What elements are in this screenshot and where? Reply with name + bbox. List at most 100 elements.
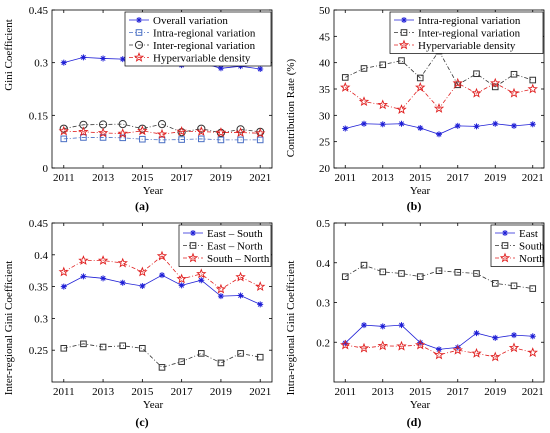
- panel-a-series-3-point: [196, 126, 207, 136]
- panel-b-series-0-point: [398, 120, 405, 127]
- panel-c-legend-entry: South – North: [207, 253, 270, 265]
- panel-a-series-0-point: [257, 65, 264, 72]
- panel-a-xtick-label: 2017: [171, 172, 194, 184]
- panel-c-series-2-point: [78, 255, 89, 265]
- panel-b-xtick-label: 2017: [447, 172, 470, 184]
- panel-b-legend-entry: Intra-regional variation: [418, 15, 521, 27]
- panel-d-series-1-point: [416, 273, 424, 280]
- panel-a-series-1-point: [158, 136, 166, 144]
- panel-a-series-2-line: [63, 123, 261, 134]
- panel-a-series-3-line: [63, 130, 261, 135]
- panel-c-series-2-point: [176, 273, 187, 284]
- panel-a-xlabel: Year: [143, 185, 164, 197]
- panel-c-series-0-point: [100, 275, 107, 282]
- panel-b-ytick-label: 50: [319, 5, 331, 17]
- panel-c-series-2-point: [235, 271, 246, 282]
- panel-a-series-3-point: [215, 127, 227, 137]
- panel-c-series-2-point: [255, 281, 266, 292]
- panel-d-series-1-line: [345, 264, 533, 289]
- panel-c-ytick-label: 0.3: [34, 313, 48, 325]
- panel-a-series-1-point: [60, 135, 68, 143]
- panel-c-series-0-line: [63, 274, 261, 305]
- panel-a-xtick-label: 2015: [131, 172, 154, 184]
- panel-a-series-1-point: [256, 136, 264, 144]
- panel-d-series-2-point: [471, 347, 482, 358]
- panel-b-series-1-point: [416, 74, 424, 82]
- panel-a-series-3-point: [117, 128, 128, 139]
- panel-d-series-2-line: [345, 344, 533, 358]
- panel-b-legend-marker: [400, 29, 408, 36]
- panel-d-series-1-point: [360, 261, 368, 269]
- panel-a-series-3-point: [97, 127, 109, 138]
- panel-b-series-0-point: [492, 120, 499, 127]
- panel-d-legend-entry: East: [519, 228, 538, 240]
- panel-d-series-0-point: [454, 344, 461, 351]
- panel-d-series-0-point: [511, 332, 517, 339]
- panel-a-legend-marker: [133, 52, 145, 62]
- panel-c-xtick-label: 2017: [171, 386, 194, 398]
- panel-d-series-0-point: [436, 346, 442, 353]
- panel-b-series-1-point: [398, 57, 405, 64]
- panel-c-series-1-point: [139, 344, 146, 352]
- panel-c-series-2-point: [215, 283, 227, 294]
- panel-b-series-2-point: [358, 96, 370, 107]
- panel-a-ytick-label: 0.3: [34, 58, 48, 70]
- panel-c-series-2-point: [58, 266, 69, 277]
- panel-c-legend-marker: [189, 242, 197, 249]
- panel-d-legend-entry: South: [519, 241, 545, 253]
- panel-b-series-0-point: [379, 121, 386, 128]
- panel-d-ytick-label: 0.4: [316, 258, 330, 270]
- panel-a-series-3-point: [58, 125, 69, 136]
- panel-b-series-1-point: [473, 70, 480, 78]
- panel-b-series-0-point: [529, 121, 536, 128]
- panel-d-series-0-point: [379, 323, 386, 330]
- panel-a-series-0-point: [100, 55, 107, 62]
- panel-d-ytick-label: 0.5: [316, 218, 330, 230]
- panel-d-series-1-point: [435, 267, 443, 274]
- panel-d-series-0-point: [398, 322, 405, 329]
- panel-a-xtick-label: 2011: [53, 172, 75, 184]
- panel-b-series-1-point: [510, 70, 518, 78]
- panel-c-series-2-point: [97, 255, 109, 265]
- panel-d-series-2-point: [396, 340, 407, 351]
- panel-b-ytick-label: 35: [319, 84, 331, 96]
- panel-c-series-1-point: [197, 350, 205, 357]
- panel-a-legend-entry: Intra-regional variation: [153, 28, 256, 40]
- panel-c-xtick-label: 2021: [249, 386, 271, 398]
- panel-d-series-1-point: [491, 280, 499, 287]
- panel-a-axes-frame: [51, 9, 273, 169]
- panel-d-xtick-label: 2021: [522, 386, 544, 398]
- panel-b-series-1-point: [360, 65, 368, 72]
- panel-b-series-2-point: [415, 81, 426, 92]
- panel-c-xlabel: Year: [143, 399, 164, 411]
- panel-a-ytick-label: 0.45: [29, 5, 49, 17]
- panel-d-xtick-label: 2015: [409, 386, 432, 398]
- panel-a-ylabel: Gini Coefficient: [3, 19, 15, 91]
- panel-d-series-0-point: [473, 330, 480, 337]
- panel-a-series-3-point: [176, 126, 187, 136]
- panel-d-legend-box: [490, 224, 544, 267]
- panel-c-xtick-label: 2011: [53, 386, 75, 398]
- panel-b: 20 25 30 35 40 45 50 2011 2013 2015 2017 2019 2021 In…: [285, 5, 545, 213]
- panel-b-legend-box: [389, 11, 544, 54]
- panel-b-legend-marker: [401, 17, 407, 23]
- panel-a-series-2-point: [118, 120, 127, 129]
- panel-d-series-2-point: [377, 340, 388, 351]
- panel-a-xtick-label: 2013: [92, 172, 115, 184]
- panel-b-series-2-line: [345, 82, 533, 110]
- panel-b-series-0-point: [342, 125, 349, 132]
- panel-d-xtick-label: 2019: [484, 386, 507, 398]
- panel-c-legend-marker: [187, 252, 199, 263]
- panel-c-series-1-point: [99, 343, 107, 351]
- panel-b-series-0-point: [511, 122, 517, 129]
- panel-d-ylabel: Intra-regional Gini Coefficient: [285, 261, 297, 396]
- panel-a-xtick-label: 2021: [249, 172, 271, 184]
- panel-b-ylabel: Contribution Rate (%): [285, 58, 297, 157]
- panel-d-series-2-point: [527, 347, 538, 357]
- panel-c-ytick-label: 0.25: [29, 345, 49, 357]
- panel-d-series-0-point: [342, 340, 349, 347]
- panel-a-series-3-point: [137, 125, 148, 136]
- panel-c-ytick-label: 0.45: [29, 218, 49, 230]
- panel-c-series-0-point: [119, 279, 126, 286]
